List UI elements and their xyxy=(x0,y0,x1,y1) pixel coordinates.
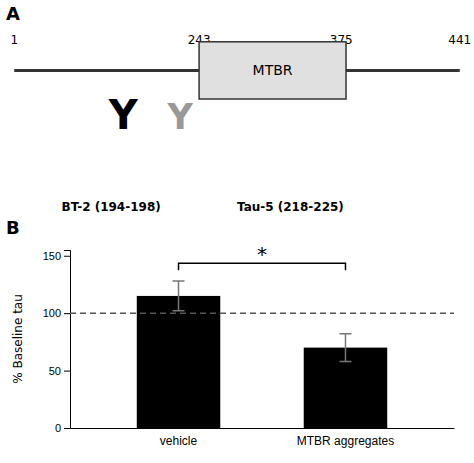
y-tick-label: 150 xyxy=(43,250,61,262)
position-label: 441 xyxy=(448,33,471,47)
y-tick-mark xyxy=(64,428,70,429)
y-tick-mark xyxy=(64,313,70,314)
x-axis: vehicle MTBR aggregates xyxy=(71,428,455,448)
panel-label: A xyxy=(6,3,20,24)
x-tick: MTBR aggregates xyxy=(297,428,394,448)
figure: A1243375441MTBRYYBT-2 (194-198)Tau-5 (21… xyxy=(0,0,474,463)
mtbr-label: MTBR xyxy=(253,62,293,78)
y-tick-label: 100 xyxy=(43,307,61,319)
y-tick: 100 xyxy=(43,307,70,319)
y-tick-label: 0 xyxy=(55,422,61,434)
y-axis-title: % Baseline tau xyxy=(11,294,25,384)
y-tick-mark xyxy=(64,371,70,372)
y-tick-label: 50 xyxy=(49,365,61,377)
antibody-label: Tau-5 (218-225) xyxy=(237,200,344,214)
bar xyxy=(137,296,220,428)
reference-line xyxy=(70,312,454,314)
antibody-tau5: Y xyxy=(166,97,193,137)
panel-b: 0 50 100 150 vehicle MTBR aggregates % Baselin… xyxy=(11,242,455,447)
antibody-bt2: Y xyxy=(108,92,139,138)
error-bar xyxy=(173,281,185,311)
y-tick: 0 xyxy=(55,422,70,434)
significance-label: * xyxy=(257,242,267,266)
y-tick: 50 xyxy=(49,365,70,377)
x-tick: vehicle xyxy=(160,428,198,448)
error-bar xyxy=(339,334,351,362)
panel-label: B xyxy=(6,217,20,238)
y-axis-line xyxy=(64,251,71,429)
x-axis-line xyxy=(71,428,455,429)
x-tick-label: vehicle xyxy=(160,434,198,448)
y-tick: 150 xyxy=(43,250,70,262)
antibody-label: BT-2 (194-198) xyxy=(62,200,161,214)
plot-area xyxy=(70,281,454,428)
y-tick-mark xyxy=(64,256,70,257)
panel-a: A1243375441MTBRYYBT-2 (194-198)Tau-5 (21… xyxy=(6,3,471,214)
mtbr-box xyxy=(199,42,346,99)
x-tick-label: MTBR aggregates xyxy=(297,434,394,448)
y-axis: 0 50 100 150 xyxy=(43,250,71,434)
position-label: 1 xyxy=(10,33,18,47)
